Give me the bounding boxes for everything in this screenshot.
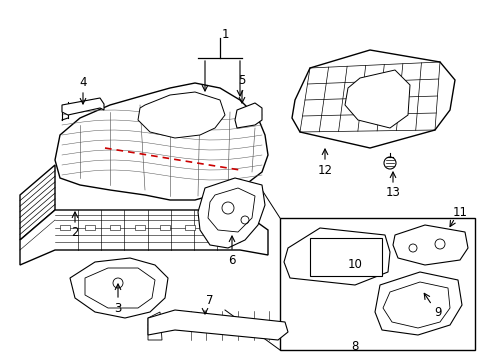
Text: 1: 1 [222,28,229,41]
Polygon shape [85,268,155,308]
Text: 13: 13 [385,185,400,198]
Polygon shape [148,310,287,340]
Text: 5: 5 [238,73,245,86]
Text: 2: 2 [71,226,79,239]
Text: 7: 7 [206,293,213,306]
Bar [280,218,474,350]
Text: 11: 11 [451,206,467,219]
Polygon shape [235,103,262,128]
Polygon shape [148,312,162,340]
Text: 6: 6 [228,253,235,266]
Polygon shape [184,225,195,230]
Polygon shape [70,258,168,318]
Polygon shape [284,228,389,285]
Bar [309,238,381,276]
Polygon shape [138,92,224,138]
Text: 8: 8 [350,339,358,352]
Polygon shape [135,225,145,230]
Polygon shape [85,225,95,230]
Text: 12: 12 [317,163,332,176]
Polygon shape [345,70,409,128]
Polygon shape [60,225,70,230]
Polygon shape [160,225,170,230]
Polygon shape [392,225,467,265]
Text: 3: 3 [114,302,122,315]
Polygon shape [62,98,104,115]
Text: 10: 10 [347,258,362,271]
Polygon shape [291,50,454,148]
Polygon shape [198,178,264,248]
Polygon shape [110,225,120,230]
Polygon shape [20,210,267,265]
Polygon shape [382,282,449,328]
Polygon shape [209,225,220,230]
Polygon shape [207,188,254,232]
Polygon shape [374,272,461,335]
Text: 9: 9 [433,306,441,319]
Polygon shape [55,83,267,200]
Text: 4: 4 [79,76,86,89]
Polygon shape [20,165,55,240]
